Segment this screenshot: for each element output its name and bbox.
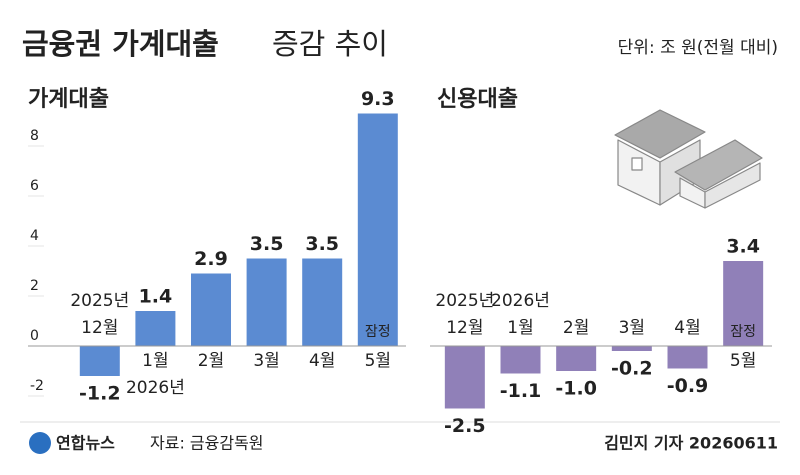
- y-tick-label: 0: [30, 328, 39, 344]
- bar-note: 잠정: [365, 324, 391, 340]
- x-tick-label: 2026년: [126, 378, 185, 398]
- value-label: -2.5: [444, 415, 486, 437]
- x-tick-label: 5월: [730, 351, 756, 371]
- value-label: 9.3: [361, 88, 395, 110]
- x-tick-label: 4월: [674, 318, 700, 338]
- value-label: -1.2: [79, 383, 121, 405]
- chart-title: 신용대출: [437, 87, 518, 112]
- bar: [135, 311, 176, 346]
- y-tick-label: 2: [30, 278, 39, 294]
- x-tick-label: 5월: [365, 351, 391, 371]
- x-tick-label: 2월: [198, 351, 224, 371]
- value-label: 1.4: [139, 286, 173, 308]
- bar: [246, 258, 287, 346]
- bar: [191, 273, 231, 346]
- bar: [79, 346, 120, 376]
- logo-text: 연합뉴스: [56, 434, 115, 453]
- y-tick-label: 4: [30, 228, 39, 244]
- house-icon: [614, 109, 763, 209]
- x-tick-label: 3월: [619, 318, 645, 338]
- bar: [723, 261, 764, 346]
- y-tick-label: 8: [30, 128, 39, 144]
- source: 자료: 금융감독원: [150, 434, 264, 453]
- y-tick-label: -2: [30, 378, 44, 394]
- value-label: -1.1: [500, 380, 542, 402]
- x-tick-label: 1월: [507, 318, 533, 338]
- x-tick-label: 12월: [81, 318, 118, 338]
- unit-note: 단위: 조 원(전월 대비): [618, 38, 778, 58]
- x-tick-label: 2026년: [491, 291, 550, 311]
- bar: [302, 258, 343, 346]
- bar: [444, 346, 485, 409]
- x-tick-label: 3월: [253, 351, 279, 371]
- bar: [556, 346, 597, 371]
- value-label: -1.0: [555, 378, 597, 400]
- x-tick-label: 12월: [446, 318, 483, 338]
- x-tick-label: 1월: [142, 351, 168, 371]
- value-label: -0.9: [667, 375, 709, 397]
- value-label: 3.4: [726, 236, 760, 258]
- value-label: 2.9: [194, 248, 228, 270]
- value-label: 3.5: [305, 233, 339, 255]
- x-tick-label: 2025년: [70, 291, 129, 311]
- title-bold: 금융권 가계대출: [22, 27, 219, 61]
- title-light: 증감 추이: [272, 27, 388, 61]
- credit: 김민지 기자 20260611: [604, 434, 778, 453]
- value-label: 3.5: [250, 233, 284, 255]
- bar: [667, 346, 708, 369]
- y-tick-label: 6: [30, 178, 39, 194]
- x-tick-label: 2월: [563, 318, 589, 338]
- x-tick-label: 4월: [309, 351, 335, 371]
- chart-title: 가계대출: [28, 87, 109, 112]
- bar: [357, 113, 398, 346]
- bar: [611, 346, 652, 351]
- x-tick-label: 2025년: [435, 291, 494, 311]
- bar-note: 잠정: [730, 324, 756, 340]
- value-label: -0.2: [611, 358, 653, 380]
- logo-icon: [29, 432, 51, 454]
- bar: [500, 346, 541, 374]
